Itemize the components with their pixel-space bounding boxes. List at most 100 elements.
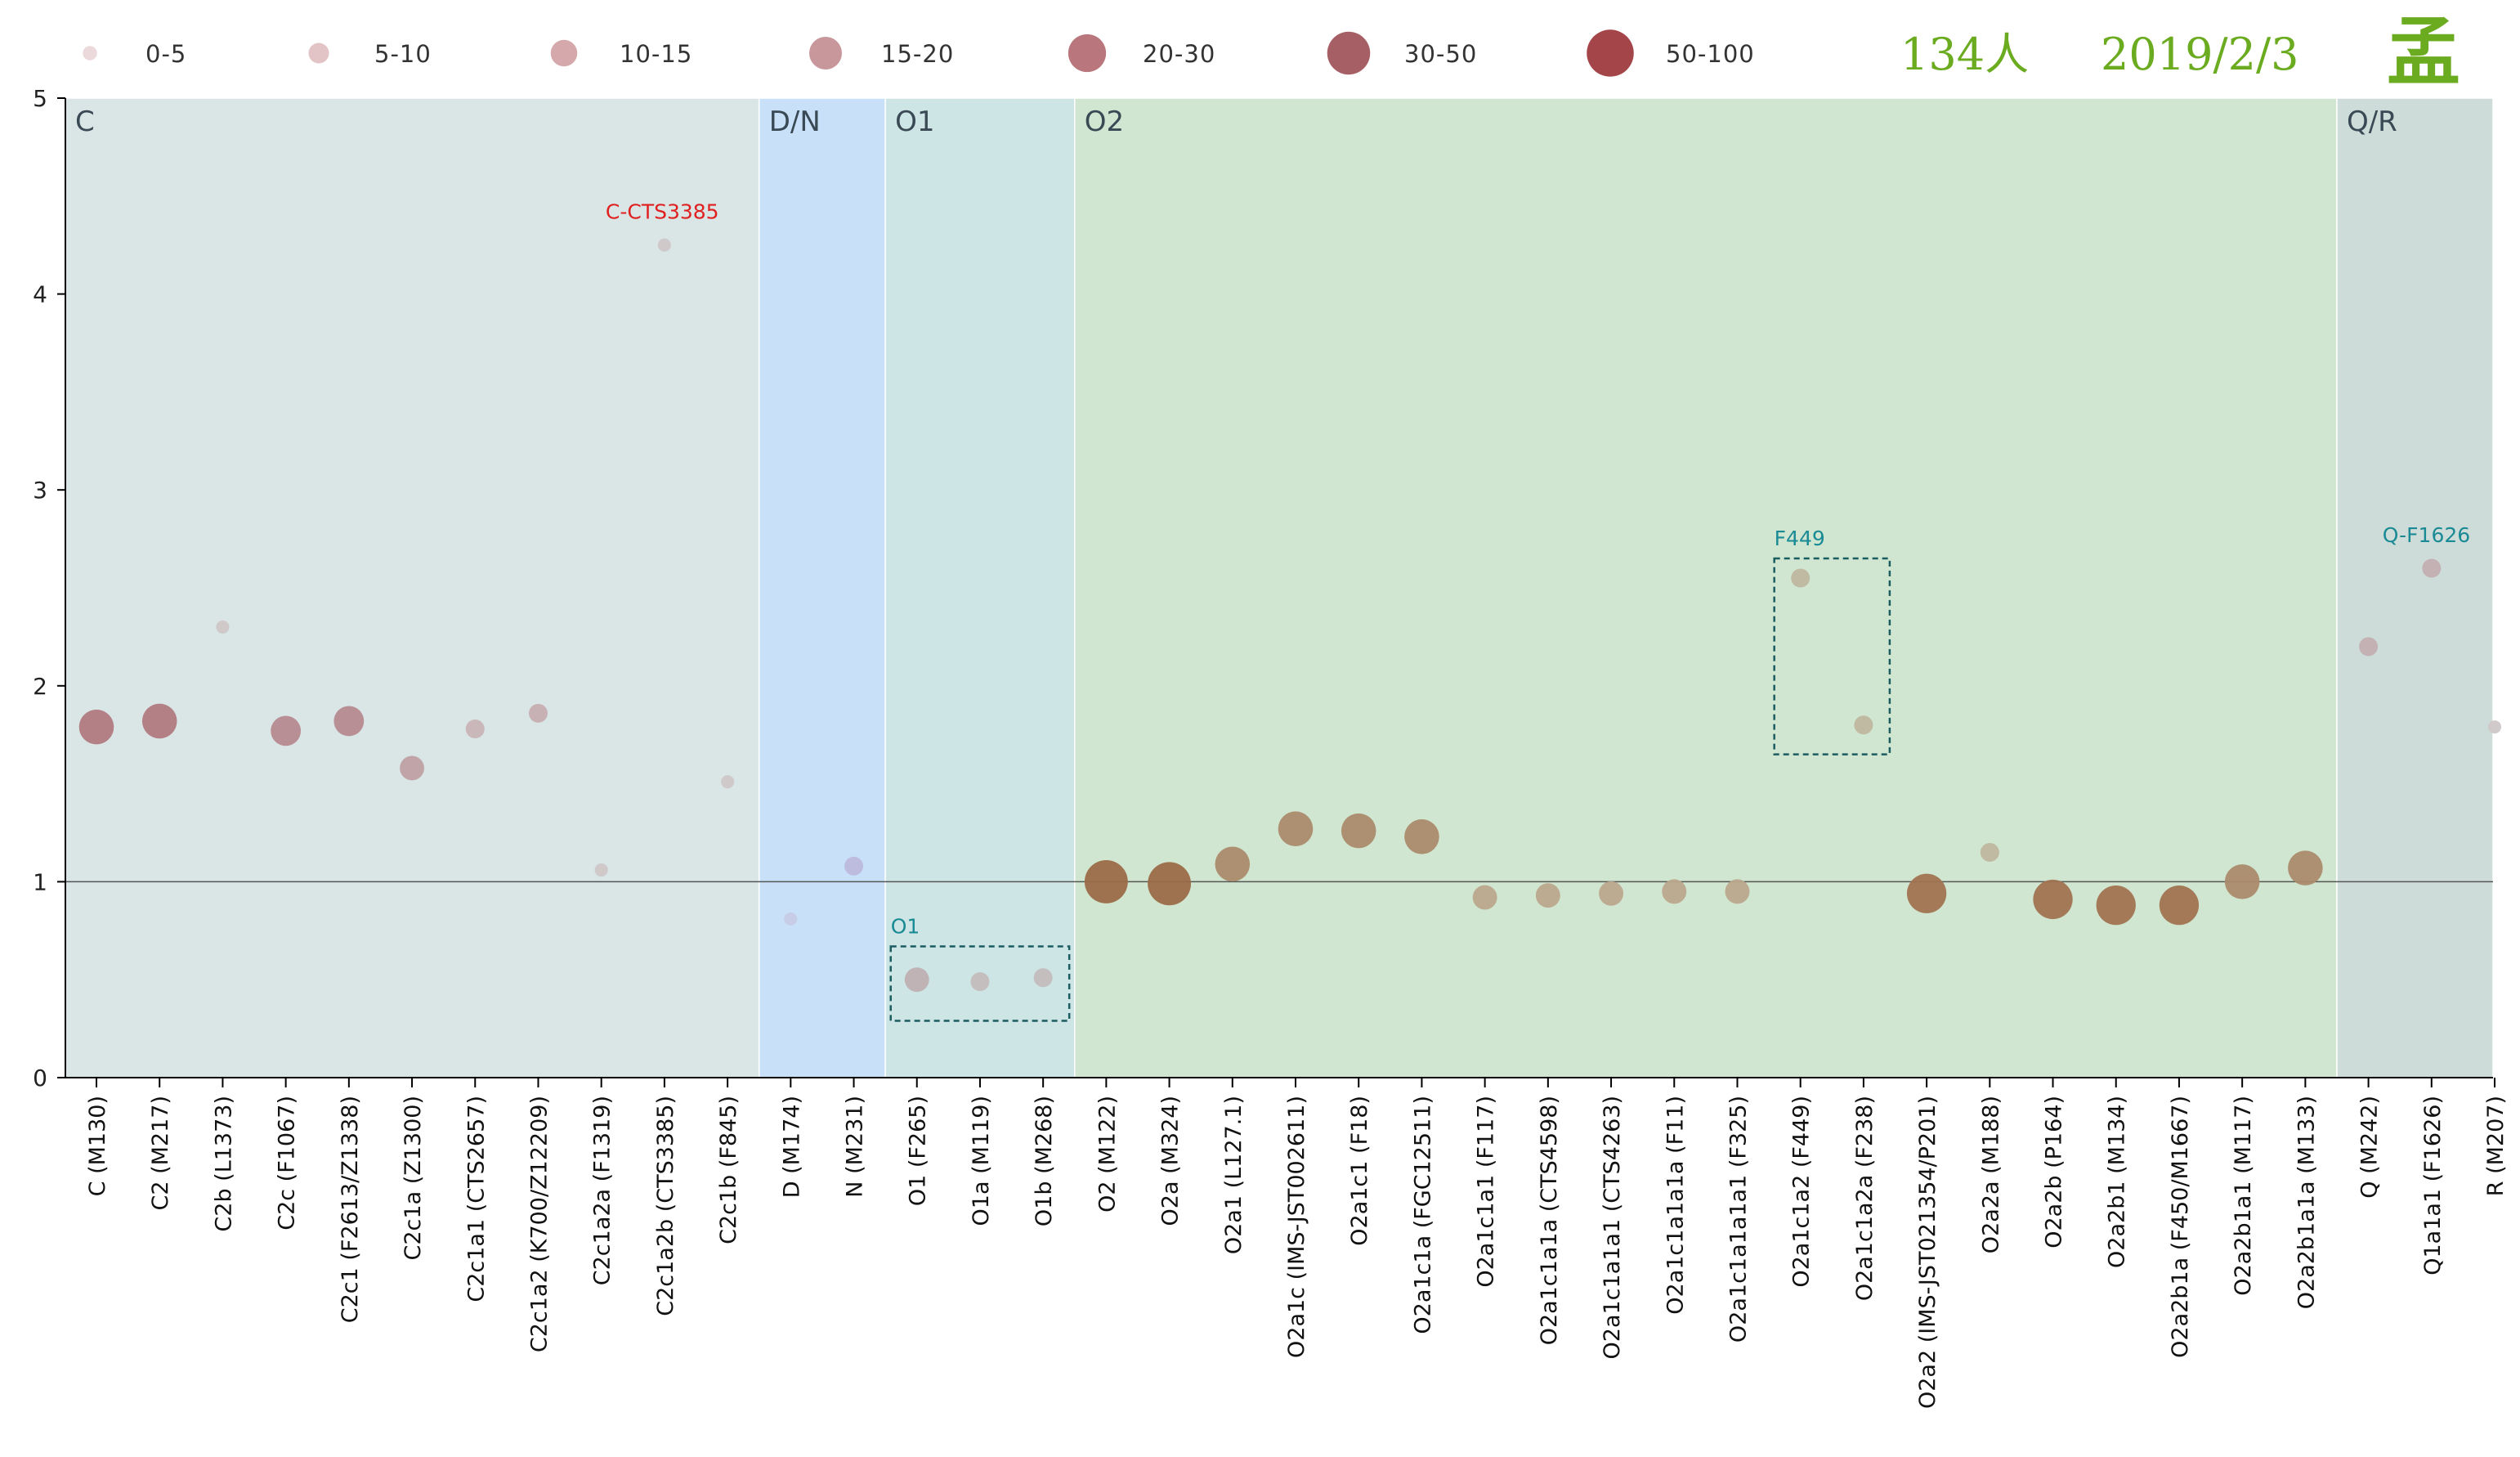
x-tick-label: N (M231) xyxy=(843,1096,868,1198)
data-point xyxy=(844,856,864,876)
legend-marker xyxy=(1068,34,1107,73)
x-tick-label: D (M174) xyxy=(779,1096,804,1198)
data-point xyxy=(400,755,425,781)
x-tick-label: O2a2a (M188) xyxy=(1978,1096,2003,1253)
x-tick-label: C2c1 (F2613/Z1338) xyxy=(338,1096,363,1323)
data-point xyxy=(1215,846,1251,882)
x-tick-label: O2a2b1a1 (M117) xyxy=(2231,1096,2256,1296)
data-point xyxy=(904,967,929,993)
x-tick-label: O2a1c1a2a (F238) xyxy=(1852,1096,1878,1301)
x-tick-label: C2b (L1373) xyxy=(211,1096,236,1232)
legend-label: 20-30 xyxy=(1143,40,1215,68)
legend-label: 30-50 xyxy=(1404,40,1477,68)
legend-marker xyxy=(1327,31,1371,75)
data-point xyxy=(1980,842,1999,862)
legend-marker xyxy=(1587,29,1634,77)
region-band xyxy=(2336,97,2494,1078)
data-point xyxy=(2224,864,2260,899)
data-point xyxy=(1472,885,1497,910)
region-band xyxy=(758,97,886,1078)
date-text: 2019/2/3 xyxy=(2101,29,2299,80)
data-point xyxy=(1084,859,1128,903)
x-tick-label: O2a1c1a1 (F117) xyxy=(1474,1096,1499,1288)
highlight-boxes xyxy=(889,557,1891,1022)
data-point xyxy=(1278,811,1314,846)
data-point xyxy=(1599,881,1624,906)
data-point xyxy=(216,620,230,634)
x-tick-label: C (M130) xyxy=(85,1096,110,1196)
axes: 0 1 2 3 4 5 xyxy=(33,85,2493,1092)
surname-text: 孟 xyxy=(2387,9,2460,96)
count-text: 134人 xyxy=(1900,29,2029,80)
x-tick-label: R (M207) xyxy=(2483,1096,2509,1196)
y-tick-label: 4 xyxy=(33,281,47,308)
data-point xyxy=(1148,862,1192,906)
x-tick-label: C2 (M217) xyxy=(148,1096,173,1211)
x-tick-label: O2a1c1a1a (CTS4598) xyxy=(1537,1096,1562,1345)
x-tick-label: O2a1c1a (FGC12511) xyxy=(1410,1096,1435,1334)
x-tick-label: C2c1a2a (F1319) xyxy=(590,1096,615,1285)
legend-label: 0-5 xyxy=(145,40,186,68)
annotation-label: C-CTS3385 xyxy=(606,200,719,224)
region-band xyxy=(884,97,1076,1078)
x-tick-label: O2a2b (P164) xyxy=(2042,1096,2067,1249)
x-tick-label: C2c1b (F845) xyxy=(716,1096,741,1244)
x-tick-label: C2c1a (Z1300) xyxy=(401,1096,426,1260)
x-tick-label: C2c (F1067) xyxy=(275,1096,300,1231)
x-tick-label: C2c1a1 (CTS2657) xyxy=(463,1096,489,1302)
data-point xyxy=(2359,637,2379,657)
data-points xyxy=(78,238,2502,993)
x-tick-label: O2 (M122) xyxy=(1094,1096,1120,1213)
data-point xyxy=(2096,885,2136,926)
data-point xyxy=(1725,879,1750,904)
region-label: O2 xyxy=(1085,105,1124,138)
data-point xyxy=(1535,883,1560,908)
haplogroup-regions: C D/N O1 O2 Q/R xyxy=(65,97,2494,1078)
highlight-box xyxy=(1773,557,1891,755)
legend-marker xyxy=(83,46,97,61)
region-label: O1 xyxy=(895,105,934,138)
legend-label: 15-20 xyxy=(881,40,954,68)
legend-label: 5-10 xyxy=(374,40,432,68)
annotation-label: Q-F1626 xyxy=(2383,523,2470,547)
data-point xyxy=(141,703,177,739)
x-tick-label: Q (M242) xyxy=(2357,1096,2383,1199)
data-point xyxy=(271,715,302,746)
x-tick-label: O2a1c1a1a1 (CTS4263) xyxy=(1600,1096,1625,1359)
x-tick-label: O2a1 (L127.1) xyxy=(1221,1096,1247,1254)
highlight-box xyxy=(889,945,1071,1022)
y-tick-label: 0 xyxy=(33,1065,47,1092)
x-tick-label: O2a (M324) xyxy=(1158,1096,1184,1226)
x-tick-label: O1 (F265) xyxy=(906,1096,931,1206)
data-point xyxy=(78,709,114,745)
x-tick-label: O2a2b1a1a (M133) xyxy=(2294,1096,2319,1309)
x-tick-label: O2a2 (IMS-JST021354/P201) xyxy=(1915,1096,1940,1409)
region-band xyxy=(1074,97,2338,1078)
data-point xyxy=(784,912,798,926)
data-point xyxy=(1404,819,1439,854)
x-tick-label: O2a2b1a (F450/M1667) xyxy=(2168,1096,2193,1358)
data-point xyxy=(1906,873,1947,913)
data-point xyxy=(2288,850,2323,885)
y-tick-label: 2 xyxy=(33,673,47,700)
legend-marker xyxy=(550,39,578,67)
x-tick-label: O2a1c1 (F18) xyxy=(1347,1096,1372,1246)
annotations: C-CTS3385 O1 F449 Q-F1626 xyxy=(606,200,2470,939)
region-label: C xyxy=(75,105,95,138)
x-tick-label: C2c1a2b (CTS3385) xyxy=(653,1096,678,1316)
annotation-label: F449 xyxy=(1775,527,1825,550)
data-point xyxy=(721,775,735,789)
legend: 0-5 5-10 10-15 15-20 20-30 30-50 50-100 xyxy=(83,29,1754,77)
x-tick-label: O1a (M119) xyxy=(969,1096,994,1226)
data-point xyxy=(1854,715,1873,735)
x-tick-label: C2c1a2 (K700/Z12209) xyxy=(526,1096,552,1352)
x-tick-label: O2a1c1a1a1a (F11) xyxy=(1663,1096,1688,1315)
data-point xyxy=(528,703,548,723)
data-point xyxy=(2487,720,2502,734)
legend-marker xyxy=(809,37,842,69)
region-label: D/N xyxy=(769,105,821,138)
y-tick-label: 3 xyxy=(33,477,47,504)
chart-header: 134人 2019/2/3 孟 xyxy=(1900,9,2460,96)
legend-marker xyxy=(308,43,329,64)
